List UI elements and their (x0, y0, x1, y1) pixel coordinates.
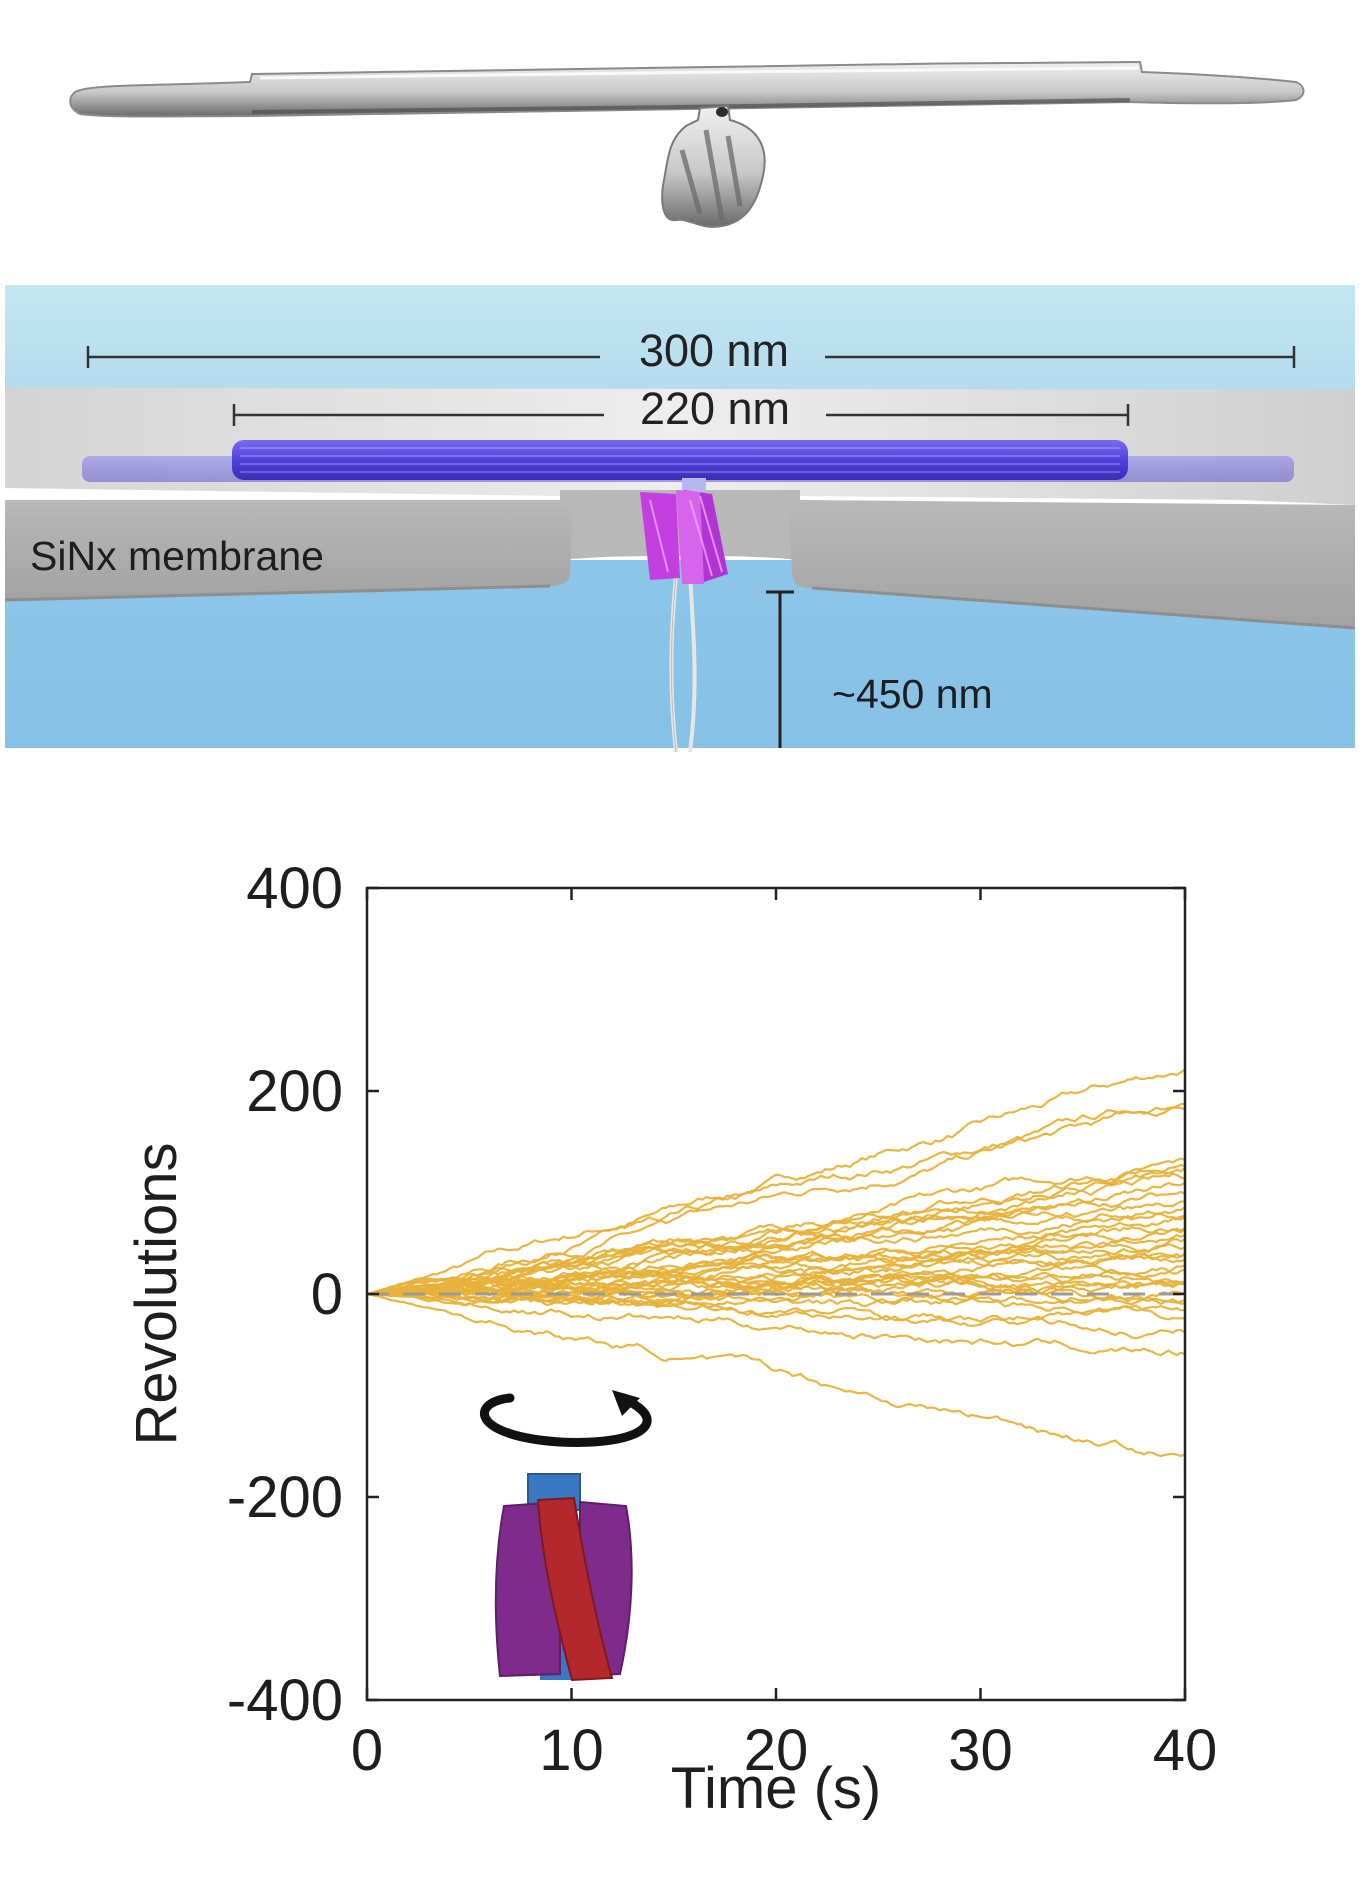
revolution-trace (367, 1102, 1185, 1296)
revolutions-chart: 0 10 20 30 40 -400 -200 0 200 400 Time (s) Revol… (124, 856, 1217, 1821)
revolution-trace (367, 1285, 1185, 1306)
revolution-trace (367, 1267, 1185, 1296)
x-tick-label: 10 (539, 1718, 604, 1783)
revolution-trace (367, 1250, 1185, 1298)
revolution-trace (367, 1292, 1185, 1458)
em-density-rendering (69, 60, 1305, 228)
revolution-trace (367, 1292, 1185, 1316)
trace-layer (367, 1068, 1185, 1458)
dimension-outer-label: 300 nm (639, 325, 789, 376)
y-tick-label: 400 (246, 856, 343, 921)
dimension-inner (232, 404, 1130, 426)
x-tick-label: 30 (948, 1718, 1013, 1783)
revolution-trace (367, 1157, 1185, 1296)
y-tick-label: 200 (246, 1059, 343, 1124)
rotating-motor-icon (479, 1390, 652, 1682)
revolution-trace (367, 1292, 1185, 1327)
y-ticks: -400 -200 0 200 400 (227, 856, 1185, 1733)
x-tick-label: 0 (351, 1718, 383, 1783)
membrane-label: SiNx membrane (30, 533, 324, 579)
x-tick-label: 40 (1153, 1718, 1218, 1783)
y-axis-label: Revolutions (124, 1142, 189, 1445)
revolution-trace (367, 1242, 1185, 1296)
dna-origami-bundle (232, 440, 1128, 480)
revolution-trace (367, 1106, 1185, 1296)
rotation-arrow-icon (479, 1393, 652, 1447)
y-tick-label: -400 (227, 1668, 343, 1733)
revolution-trace (367, 1276, 1185, 1296)
upper-solution (5, 285, 1355, 395)
x-axis-label: Time (s) (671, 1756, 881, 1821)
revolution-trace (367, 1292, 1185, 1357)
y-tick-label: 0 (311, 1262, 343, 1327)
revolution-trace (367, 1166, 1185, 1296)
revolution-trace (367, 1288, 1185, 1340)
x-ticks: 0 10 20 30 40 (351, 888, 1217, 1783)
revolution-trace (367, 1273, 1185, 1300)
rotary-motor (640, 478, 728, 584)
nanopore-schematic: 300 nm 220 nm SiNx membrane ~450 nm (4, 285, 1356, 753)
depth-marker (766, 590, 794, 748)
revolution-trace (367, 1190, 1185, 1296)
x-tick-label: 20 (744, 1718, 809, 1783)
revolution-trace (367, 1252, 1185, 1296)
membrane-left-slab (5, 500, 573, 600)
dimension-outer (86, 346, 1296, 368)
y-tick-label: -200 (227, 1465, 343, 1530)
depth-label: ~450 nm (832, 671, 993, 717)
revolution-trace (367, 1068, 1185, 1296)
dimension-inner-label: 220 nm (640, 383, 790, 434)
